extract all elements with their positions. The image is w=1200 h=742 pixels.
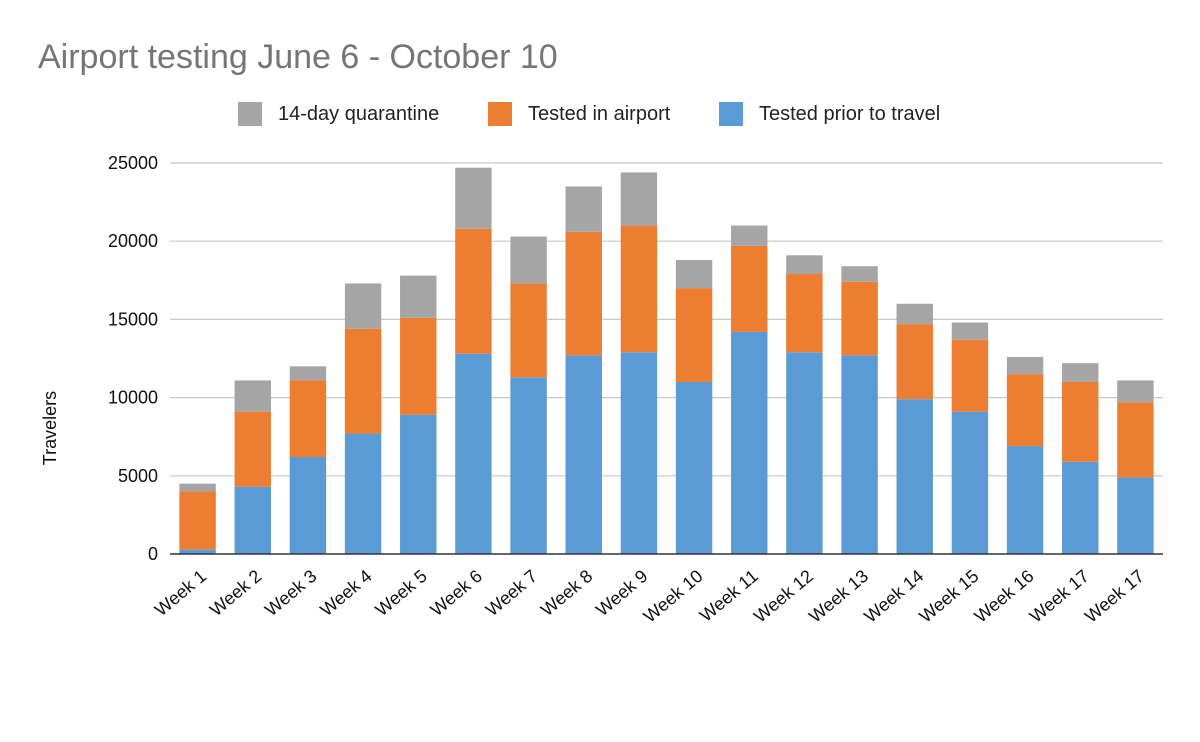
bar-segment bbox=[510, 377, 547, 554]
bar-segment bbox=[234, 411, 271, 487]
bar-segment bbox=[620, 225, 658, 353]
x-tick-label: Week 4 bbox=[316, 566, 375, 620]
legend-label: Tested in airport bbox=[528, 103, 671, 125]
bar-segment bbox=[344, 283, 382, 329]
bar-segment bbox=[1006, 356, 1044, 375]
bar-segment bbox=[455, 167, 492, 229]
bar-segment bbox=[344, 433, 382, 554]
bar-segment bbox=[951, 322, 989, 340]
x-tick-label: Week 14 bbox=[860, 566, 927, 627]
bar-segment bbox=[179, 483, 216, 492]
x-tick-label: Week 3 bbox=[261, 566, 320, 620]
y-axis-ticks: 0 5000 10000 15000 20000 25000 bbox=[108, 153, 158, 564]
x-tick-label: Week 7 bbox=[482, 566, 541, 620]
bars bbox=[179, 167, 1154, 554]
legend-swatch bbox=[488, 102, 512, 126]
y-tick-label: 0 bbox=[148, 544, 158, 564]
bar-segment bbox=[1117, 402, 1154, 478]
bar-segment bbox=[400, 317, 437, 415]
bar-segment bbox=[731, 245, 768, 332]
x-tick-label: Week 2 bbox=[206, 566, 265, 620]
legend-label: Tested prior to travel bbox=[759, 103, 940, 125]
bar-segment bbox=[620, 172, 658, 226]
bar-segment bbox=[786, 255, 823, 275]
x-tick-label: Week 8 bbox=[537, 566, 596, 620]
bar-segment bbox=[289, 380, 327, 458]
legend-swatch bbox=[719, 102, 743, 126]
bar-segment bbox=[565, 355, 602, 554]
bar-segment bbox=[510, 236, 547, 284]
gridlines bbox=[170, 162, 1163, 477]
bar-segment bbox=[841, 266, 878, 282]
bar-segment bbox=[786, 352, 823, 554]
bar-segment bbox=[1117, 380, 1154, 403]
bar-segment bbox=[896, 303, 933, 325]
x-tick-label: Week 12 bbox=[750, 566, 817, 627]
y-tick-label: 5000 bbox=[118, 466, 158, 486]
bar-segment bbox=[234, 486, 271, 554]
bar-segment bbox=[455, 228, 492, 354]
x-tick-label: Week 11 bbox=[696, 566, 762, 626]
chart-title: Airport testing June 6 - October 10 bbox=[38, 38, 558, 76]
bar-segment bbox=[455, 353, 492, 554]
x-tick-label: Week 17 bbox=[1081, 566, 1148, 627]
x-tick-label: Week 13 bbox=[805, 566, 872, 627]
bar-segment bbox=[400, 275, 437, 318]
bar-segment bbox=[1006, 374, 1044, 447]
bar-segment bbox=[675, 259, 713, 289]
y-tick-label: 20000 bbox=[108, 231, 158, 251]
bar-segment bbox=[841, 355, 878, 554]
bar-segment bbox=[731, 225, 768, 246]
bar-segment bbox=[289, 366, 327, 381]
bar-segment bbox=[896, 324, 933, 400]
y-axis-label: Travelers bbox=[40, 391, 60, 465]
bar-segment bbox=[731, 331, 768, 554]
x-tick-label: Week 15 bbox=[915, 566, 982, 627]
bar-segment bbox=[1062, 363, 1099, 382]
y-tick-label: 15000 bbox=[108, 309, 158, 329]
bar-segment bbox=[620, 352, 658, 554]
bar-segment bbox=[951, 339, 989, 412]
x-tick-label: Week 16 bbox=[971, 566, 1038, 627]
x-tick-label: Week 5 bbox=[371, 566, 430, 620]
bar-segment bbox=[289, 457, 327, 554]
bar-segment bbox=[510, 283, 547, 378]
bar-segment bbox=[344, 328, 382, 434]
bar-segment bbox=[400, 414, 437, 554]
legend-label: 14-day quarantine bbox=[278, 103, 439, 125]
bar-segment bbox=[1062, 461, 1099, 554]
bar-segment bbox=[786, 274, 823, 353]
bar-segment bbox=[675, 381, 713, 554]
bar-segment bbox=[1006, 446, 1044, 554]
y-tick-label: 25000 bbox=[108, 153, 158, 173]
legend-swatch bbox=[238, 102, 262, 126]
legend: 14-day quarantine Tested in airport Tested… bbox=[238, 102, 940, 126]
bar-segment bbox=[565, 231, 602, 356]
bar-segment bbox=[896, 399, 933, 554]
x-tick-label: Week 6 bbox=[427, 566, 486, 620]
bar-segment bbox=[179, 549, 216, 554]
x-tick-label: Week 10 bbox=[640, 566, 707, 627]
x-tick-label: Week 17 bbox=[1026, 566, 1093, 627]
bar-segment bbox=[951, 411, 989, 554]
bar-segment bbox=[1117, 477, 1154, 554]
x-tick-label: Week 1 bbox=[151, 566, 210, 620]
bar-segment bbox=[1062, 381, 1099, 462]
y-tick-label: 10000 bbox=[108, 388, 158, 408]
bar-segment bbox=[565, 186, 602, 232]
bar-segment bbox=[179, 491, 216, 550]
bar-segment bbox=[234, 380, 271, 412]
bar-segment bbox=[675, 288, 713, 382]
bar-segment bbox=[841, 281, 878, 356]
